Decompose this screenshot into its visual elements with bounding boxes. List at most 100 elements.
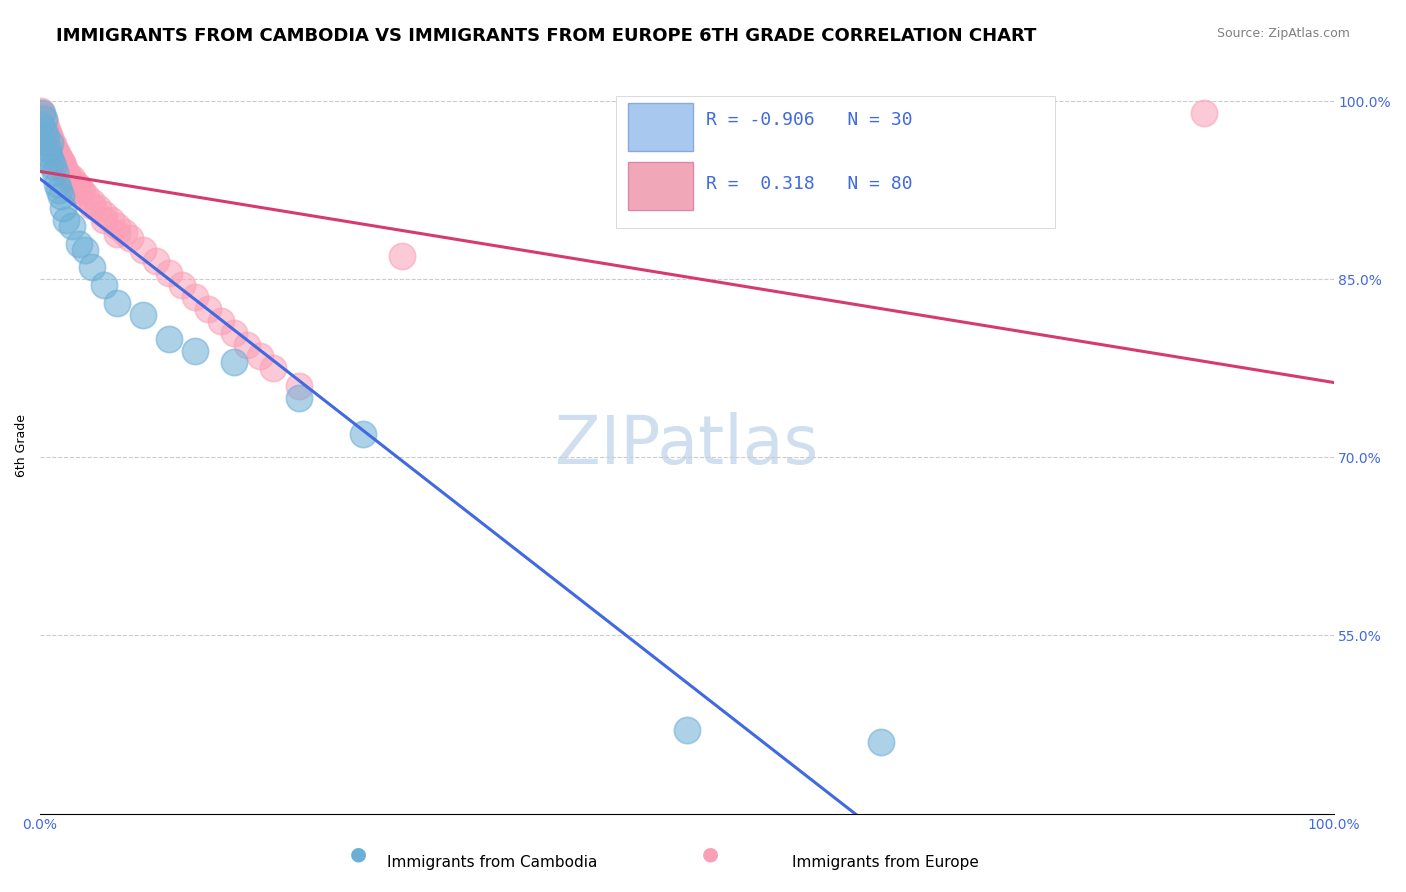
FancyBboxPatch shape: [616, 95, 1056, 228]
Point: [249, 350, 271, 364]
Point: [65, 178, 87, 192]
Point: [42, 142, 65, 156]
Point: [46, 149, 69, 163]
Point: [30, 103, 52, 118]
Point: [44, 147, 66, 161]
Point: [38, 135, 60, 149]
Point: [31, 106, 53, 120]
Point: [287, 379, 309, 393]
Point: [32, 113, 55, 128]
Point: [132, 243, 155, 257]
Point: [42, 139, 65, 153]
Point: [675, 723, 697, 738]
Point: [67, 179, 90, 194]
Point: [80, 199, 103, 213]
Point: [30, 106, 52, 120]
FancyBboxPatch shape: [628, 162, 693, 210]
Point: [51, 156, 73, 170]
Point: [32, 118, 55, 132]
Text: Immigrants from Europe: Immigrants from Europe: [793, 855, 979, 870]
Point: [58, 168, 80, 182]
Point: [39, 133, 62, 147]
Y-axis label: 6th Grade: 6th Grade: [15, 414, 28, 477]
Point: [34, 117, 56, 131]
Point: [31, 122, 53, 136]
Point: [38, 132, 60, 146]
Point: [38, 128, 60, 143]
Point: [157, 266, 180, 280]
Point: [38, 147, 60, 161]
Point: [60, 171, 83, 186]
Point: [41, 153, 63, 168]
Point: [184, 290, 207, 304]
Point: [37, 128, 59, 142]
Point: [48, 156, 70, 170]
Text: ●: ●: [702, 845, 718, 863]
Point: [30, 118, 52, 132]
Point: [120, 231, 142, 245]
Point: [39, 136, 62, 151]
Point: [236, 337, 259, 351]
Text: Immigrants from Cambodia: Immigrants from Cambodia: [387, 855, 598, 870]
Point: [55, 165, 77, 179]
Point: [42, 136, 65, 151]
Text: ZIPatlas: ZIPatlas: [555, 412, 818, 478]
Point: [45, 146, 67, 161]
Point: [44, 165, 66, 179]
Point: [87, 201, 110, 215]
Point: [67, 183, 90, 197]
Point: [34, 120, 56, 135]
Point: [222, 355, 245, 369]
Point: [37, 132, 59, 146]
Point: [75, 243, 97, 257]
Point: [37, 125, 59, 139]
Point: [184, 343, 207, 358]
Point: [75, 189, 97, 203]
Point: [72, 185, 94, 199]
Point: [35, 129, 58, 144]
Point: [112, 225, 135, 239]
Point: [287, 391, 309, 405]
Point: [391, 248, 413, 262]
Point: [93, 213, 115, 227]
Point: [197, 301, 219, 316]
Point: [31, 110, 53, 124]
Point: [49, 189, 72, 203]
Point: [80, 260, 103, 275]
Point: [352, 426, 374, 441]
Point: [35, 124, 58, 138]
Point: [107, 219, 129, 233]
Point: [55, 213, 77, 227]
Point: [222, 326, 245, 340]
Text: R =  0.318   N = 80: R = 0.318 N = 80: [706, 175, 912, 194]
Point: [41, 136, 63, 150]
Point: [60, 219, 83, 233]
Point: [869, 735, 891, 749]
Point: [60, 175, 83, 189]
FancyBboxPatch shape: [628, 103, 693, 151]
Point: [34, 128, 56, 142]
Point: [157, 332, 180, 346]
Point: [1192, 106, 1215, 120]
Point: [132, 308, 155, 322]
Point: [39, 136, 62, 150]
Point: [42, 160, 65, 174]
Point: [172, 278, 194, 293]
Point: [52, 201, 75, 215]
Point: [107, 296, 129, 310]
Point: [55, 168, 77, 182]
Point: [39, 131, 62, 145]
Point: [145, 254, 167, 268]
Point: [262, 361, 284, 376]
Point: [45, 178, 67, 192]
Point: [37, 142, 59, 156]
Point: [42, 142, 65, 156]
Point: [32, 125, 55, 139]
Point: [34, 119, 56, 133]
Point: [35, 121, 58, 136]
Point: [35, 129, 58, 144]
Text: Source: ZipAtlas.com: Source: ZipAtlas.com: [1216, 27, 1350, 40]
Point: [48, 183, 70, 197]
Point: [31, 114, 53, 128]
Point: [35, 126, 58, 140]
